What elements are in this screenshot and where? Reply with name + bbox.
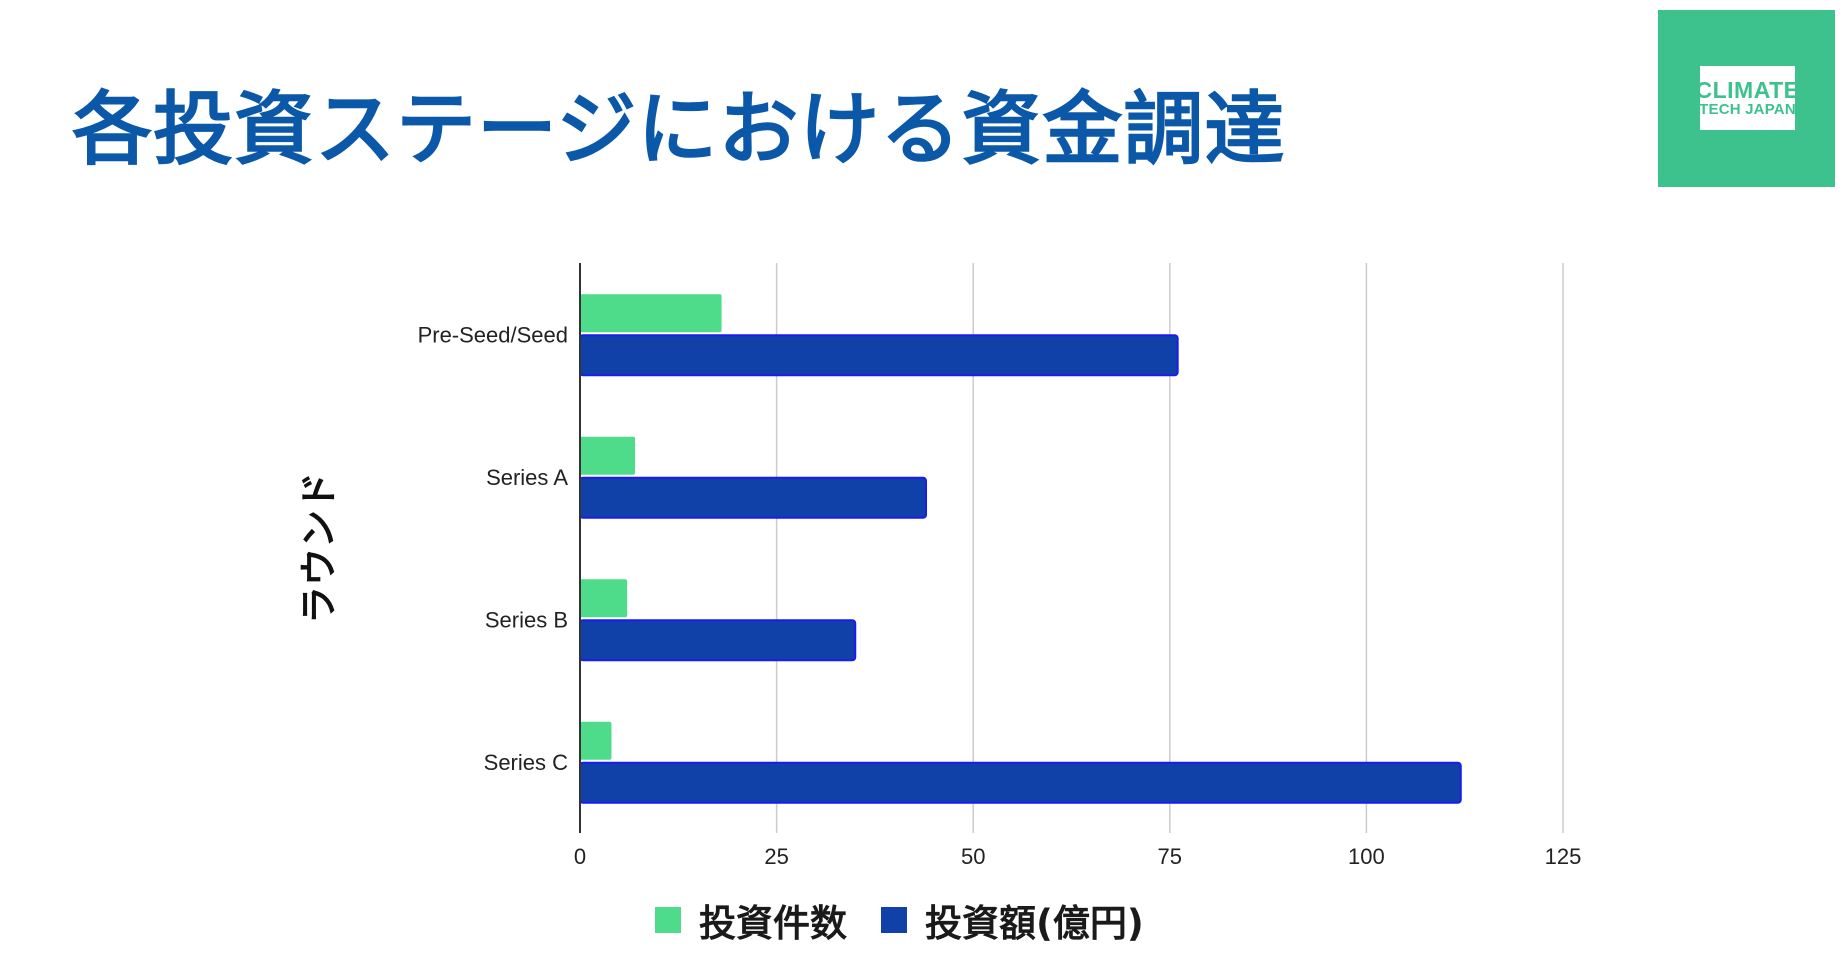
climate-tech-japan-logo: CLIMATE TECH JAPAN [1658, 10, 1835, 187]
category-label: Series A [486, 465, 568, 490]
category-label: Series C [484, 750, 568, 775]
bar-count-2 [580, 579, 628, 618]
x-tick-label: 100 [1348, 844, 1385, 869]
bar-count-3 [580, 721, 612, 760]
x-tick-label: 75 [1158, 844, 1182, 869]
bars [579, 294, 1462, 804]
category-labels: Pre-Seed/Seed Series A Series B Series C [418, 322, 569, 775]
logo-label: CLIMATE TECH JAPAN [1696, 66, 1799, 130]
x-tick-label: 25 [764, 844, 788, 869]
x-tick-label: 50 [961, 844, 985, 869]
x-tick-label: 125 [1545, 844, 1582, 869]
logo-text-line-1: CLIMATE [1695, 77, 1800, 104]
chart-legend: 投資件数 投資額(億円) [655, 890, 1178, 950]
logo-text-line-2: TECH JAPAN [1699, 101, 1796, 119]
bar-amount-2 [579, 619, 857, 662]
category-label: Pre-Seed/Seed [418, 322, 568, 347]
x-tick-label: 0 [574, 844, 586, 869]
bar-amount-1 [579, 476, 928, 519]
legend-label-amount: 投資額(億円) [925, 902, 1144, 945]
category-label: Series B [485, 607, 568, 632]
legend-swatch-count [655, 907, 681, 933]
bar-count-1 [580, 436, 636, 475]
x-tick-labels: 0 25 50 75 100 125 [574, 844, 1581, 869]
legend-swatch-amount [881, 907, 907, 933]
bar-amount-3 [579, 761, 1462, 804]
page-title: 各投資ステージにおける資金調達 [72, 83, 1286, 176]
y-axis-title: ラウンド [297, 472, 341, 624]
legend-item-count: 投資件数 [655, 893, 847, 947]
bar-count-0 [580, 294, 722, 333]
legend-label-count: 投資件数 [699, 902, 847, 945]
legend-item-amount: 投資額(億円) [881, 893, 1144, 947]
bar-amount-0 [579, 334, 1179, 377]
